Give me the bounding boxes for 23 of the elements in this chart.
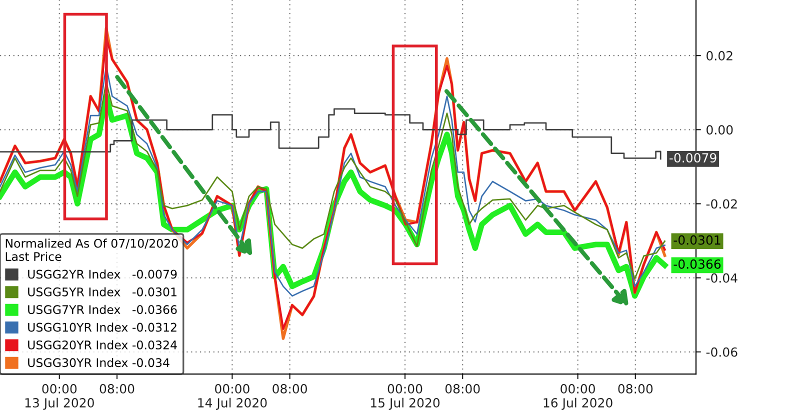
legend-label: USGG2YR Index -0.0079 (28, 270, 177, 279)
y-tick-label: 0.02 (706, 51, 732, 60)
x-tick-label: 08:00 (445, 384, 480, 394)
y-tick-label: -0.02 (706, 199, 737, 209)
x-tick-label: 00:00 13 Jul 2020 (25, 384, 94, 410)
x-tick-label: 08:00 (100, 384, 134, 394)
x-tick-label: 08:00 (618, 384, 653, 394)
legend-label: USGG10YR Index -0.0312 (28, 322, 176, 332)
legend-label: USGG20YR Index -0.0324 (28, 340, 177, 350)
x-tick-label: 00:00 14 Jul 2020 (198, 384, 267, 410)
x-tick-label: 00:00 15 Jul 2020 (371, 384, 440, 410)
legend-label: USGG7YR Index -0.0366 (28, 304, 177, 314)
x-tick-label: 08:00 (272, 384, 307, 394)
y-tick-label: 0.00 (706, 125, 733, 135)
data-label: -0.0079 (670, 153, 716, 163)
legend-title: Normalized As Of 07/10/2020 Last Price (6, 238, 178, 261)
data-label: -0.0366 (674, 259, 721, 269)
legend-label: USGG30YR Index -0.034 (28, 358, 170, 368)
y-tick-label: -0.06 (706, 347, 738, 357)
legend-label: USGG5YR Index -0.0301 (28, 287, 176, 296)
y-tick-label: -0.04 (706, 273, 738, 283)
x-tick-label: 00:00 16 Jul 2020 (544, 384, 612, 410)
data-label: -0.0301 (674, 235, 720, 245)
